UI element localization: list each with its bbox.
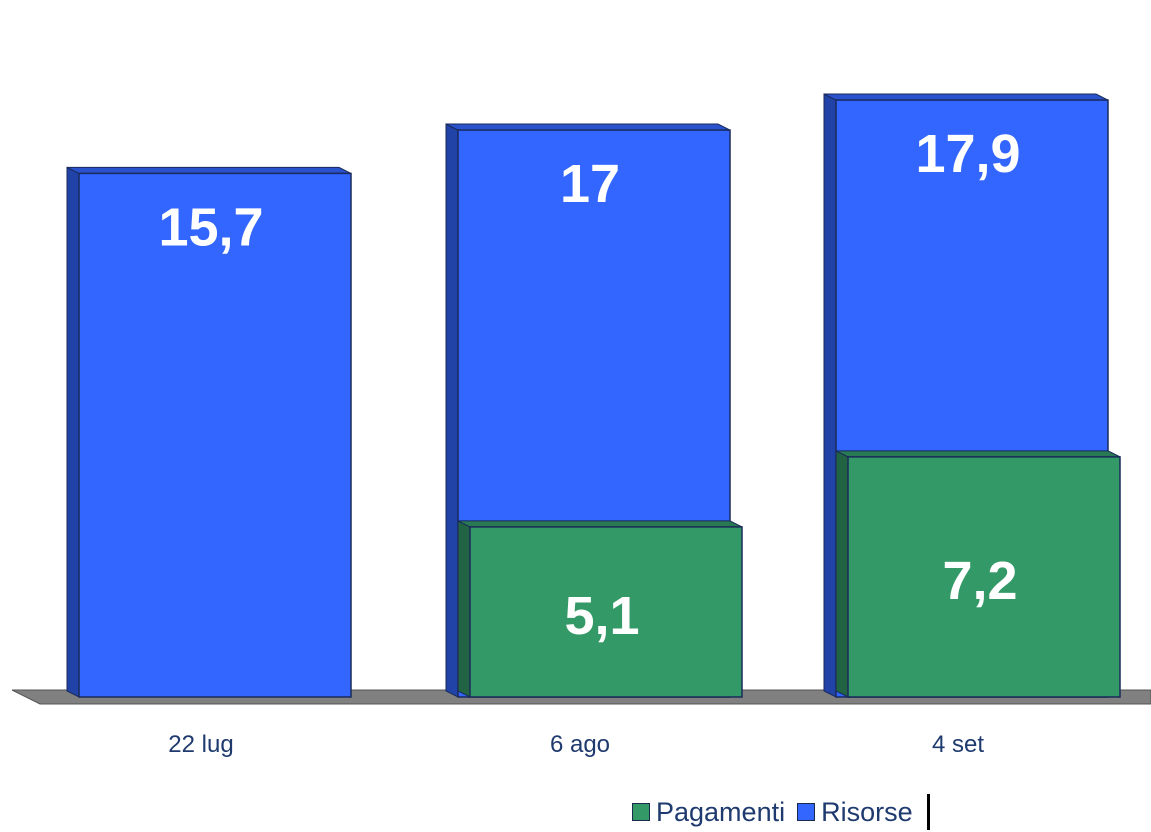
legend-item-pagamenti: Pagamenti xyxy=(632,797,785,828)
x-tick-label-0: 22 lug xyxy=(168,731,233,758)
data-label-pagamenti-1: 5,1 xyxy=(564,586,639,646)
legend-swatch-pagamenti xyxy=(632,803,650,821)
legend-border xyxy=(926,794,930,830)
bar-pagamenti-2 xyxy=(835,450,1121,698)
data-label-risorse-0: 15,7 xyxy=(158,197,263,257)
bar-pagamenti-1 xyxy=(457,520,743,698)
legend-item-risorse: Risorse xyxy=(797,797,913,828)
legend-label-pagamenti: Pagamenti xyxy=(656,796,786,827)
legend-label-risorse: Risorse xyxy=(821,796,913,827)
bar-risorse-0 xyxy=(66,166,352,698)
legend-swatch-risorse xyxy=(797,803,816,821)
data-label-risorse-1: 17 xyxy=(560,154,620,214)
x-tick-label-1: 6 ago xyxy=(550,731,610,758)
legend: Pagamenti Risorse xyxy=(632,792,930,832)
data-label-risorse-2: 17,9 xyxy=(915,124,1020,184)
x-tick-label-2: 4 set xyxy=(932,731,984,758)
data-label-pagamenti-2: 7,2 xyxy=(942,551,1017,611)
